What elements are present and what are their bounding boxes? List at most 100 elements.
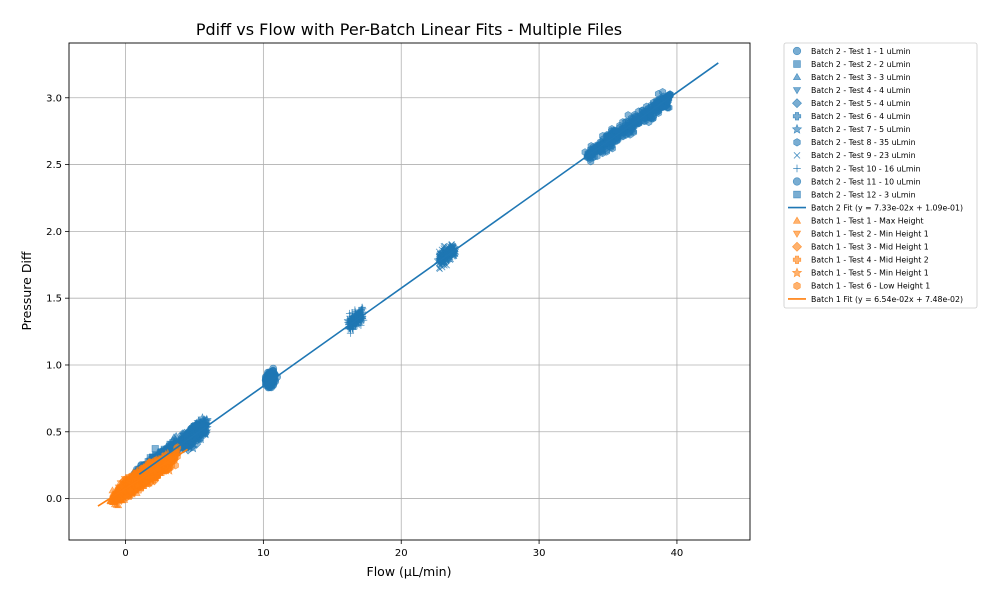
x-axis: 0 10 20 30 40 <box>122 540 683 559</box>
x-tick-label: 20 <box>395 548 408 559</box>
legend-label: Batch 2 - Test 7 - 5 uLmin <box>811 125 911 134</box>
legend-item: Batch 2 - Test 7 - 5 uLmin <box>791 123 911 134</box>
legend-item: Batch 2 - Test 5 - 4 uLmin <box>792 98 911 109</box>
legend-item: Batch 1 - Test 3 - Mid Height 1 <box>792 241 929 252</box>
legend-item: Batch 2 - Test 11 - 10 uLmin <box>792 177 921 186</box>
data-point <box>190 419 201 430</box>
legend-label: Batch 2 - Test 10 - 16 uLmin <box>811 164 921 173</box>
legend-item: Batch 1 Fit (y = 6.54e-02x + 7.48e-02) <box>788 295 963 304</box>
legend-label: Batch 1 - Test 4 - Mid Height 2 <box>811 256 929 265</box>
legend-item: Batch 2 - Test 3 - 3 uLmin <box>792 72 911 82</box>
legend: Batch 2 - Test 1 - 1 uLmin Batch 2 - Test… <box>783 42 978 309</box>
legend-label: Batch 1 - Test 2 - Min Height 1 <box>811 230 929 239</box>
x-tick-label: 10 <box>257 548 270 559</box>
y-tick-label: 3.0 <box>46 93 62 104</box>
legend-marker <box>792 241 802 252</box>
x-tick-label: 30 <box>533 548 546 559</box>
legend-item: Batch 2 - Test 9 - 23 uLmin <box>793 151 916 160</box>
legend-item: Batch 1 - Test 2 - Min Height 1 <box>792 230 929 239</box>
legend-label: Batch 1 - Test 6 - Low Height 1 <box>811 282 930 291</box>
fit-line-batch-2 <box>138 62 719 475</box>
legend-label: Batch 2 - Test 3 - 3 uLmin <box>811 73 911 82</box>
legend-item: Batch 2 - Test 8 - 35 uLmin <box>793 138 916 147</box>
legend-item: Batch 2 - Test 10 - 16 uLmin <box>793 164 921 173</box>
data-point <box>358 304 366 312</box>
data-point <box>443 251 450 258</box>
legend-item: Batch 2 - Test 4 - 4 uLmin <box>792 86 911 95</box>
legend-item: Batch 1 - Test 4 - Mid Height 2 <box>792 256 929 265</box>
legend-label: Batch 2 - Test 11 - 10 uLmin <box>811 177 921 186</box>
legend-label: Batch 2 - Test 8 - 35 uLmin <box>811 138 916 147</box>
data-point <box>132 480 143 490</box>
legend-item: Batch 2 - Test 2 - 2 uLmin <box>793 60 911 69</box>
legend-marker <box>792 112 802 121</box>
legend-item: Batch 2 - Test 6 - 4 uLmin <box>792 112 911 121</box>
legend-marker <box>792 230 802 238</box>
legend-marker <box>793 60 801 68</box>
data-point <box>603 146 611 155</box>
data-point <box>166 440 174 448</box>
data-point <box>625 129 633 138</box>
data-point <box>665 103 673 112</box>
legend-label: Batch 1 - Test 5 - Min Height 1 <box>811 269 929 278</box>
legend-item: Batch 1 - Test 1 - Max Height <box>792 216 924 225</box>
x-axis-label: Flow (µL/min) <box>367 564 452 579</box>
chart-title: Pdiff vs Flow with Per-Batch Linear Fits… <box>196 20 622 39</box>
legend-item: Batch 2 Fit (y = 7.33e-02x + 1.09e-01) <box>788 203 963 212</box>
legend-marker <box>792 177 802 186</box>
legend-label: Batch 2 - Test 4 - 4 uLmin <box>811 86 911 95</box>
data-point <box>188 442 199 453</box>
data-point <box>657 101 665 110</box>
legend-label: Batch 2 - Test 5 - 4 uLmin <box>811 99 911 108</box>
legend-marker <box>792 46 802 56</box>
legend-item: Batch 1 - Test 6 - Low Height 1 <box>793 281 930 291</box>
legend-marker <box>793 138 801 147</box>
data-point <box>440 243 447 250</box>
y-axis: 0.0 0.5 1.0 1.5 2.0 2.5 3.0 <box>46 93 69 505</box>
fit-lines <box>97 62 719 507</box>
y-tick-label: 1.5 <box>46 294 62 305</box>
data-point <box>197 413 208 423</box>
legend-label: Batch 2 - Test 6 - 4 uLmin <box>811 112 911 121</box>
legend-label: Batch 1 Fit (y = 6.54e-02x + 7.48e-02) <box>811 295 963 304</box>
x-tick-label: 0 <box>122 548 128 559</box>
legend-frame <box>783 42 978 309</box>
data-point <box>349 325 357 334</box>
data-point <box>355 307 363 315</box>
fit-line-batch-1 <box>97 448 188 507</box>
legend-label: Batch 1 - Test 1 - Max Height <box>811 216 924 225</box>
legend-marker <box>793 281 801 291</box>
plot-frame <box>68 42 751 541</box>
legend-marker <box>791 267 803 278</box>
legend-marker <box>791 123 803 134</box>
legend-label: Batch 2 - Test 12 - 3 uLmin <box>811 190 916 199</box>
legend-item: Batch 2 - Test 12 - 3 uLmin <box>793 190 916 199</box>
y-tick-label: 0.5 <box>46 427 62 438</box>
legend-label: Batch 1 - Test 3 - Mid Height 1 <box>811 243 929 252</box>
data-point <box>356 308 364 316</box>
legend-item: Batch 2 - Test 1 - 1 uLmin <box>792 46 911 56</box>
y-axis-label: Pressure Diff <box>19 251 34 330</box>
legend-item: Batch 1 - Test 5 - Min Height 1 <box>791 267 929 278</box>
data-point <box>355 310 363 318</box>
legend-marker <box>793 164 801 173</box>
legend-marker <box>792 216 802 224</box>
data-point <box>612 126 619 135</box>
legend-label: Batch 2 Fit (y = 7.33e-02x + 1.09e-01) <box>811 203 963 212</box>
y-tick-label: 2.5 <box>46 160 62 171</box>
data-point <box>619 118 627 126</box>
legend-label: Batch 2 - Test 9 - 23 uLmin <box>811 151 916 160</box>
legend-label: Batch 2 - Test 1 - 1 uLmin <box>811 47 911 56</box>
legend-marker <box>793 152 801 159</box>
data-point <box>107 497 115 505</box>
y-tick-label: 2.0 <box>46 227 62 238</box>
y-tick-label: 0.0 <box>46 494 62 505</box>
legend-label: Batch 2 - Test 2 - 2 uLmin <box>811 60 911 69</box>
data-point <box>439 264 446 271</box>
series-10-points <box>261 364 281 392</box>
legend-marker <box>792 72 802 81</box>
legend-marker <box>792 87 802 95</box>
data-point <box>443 262 451 269</box>
y-tick-label: 1.0 <box>46 360 62 371</box>
